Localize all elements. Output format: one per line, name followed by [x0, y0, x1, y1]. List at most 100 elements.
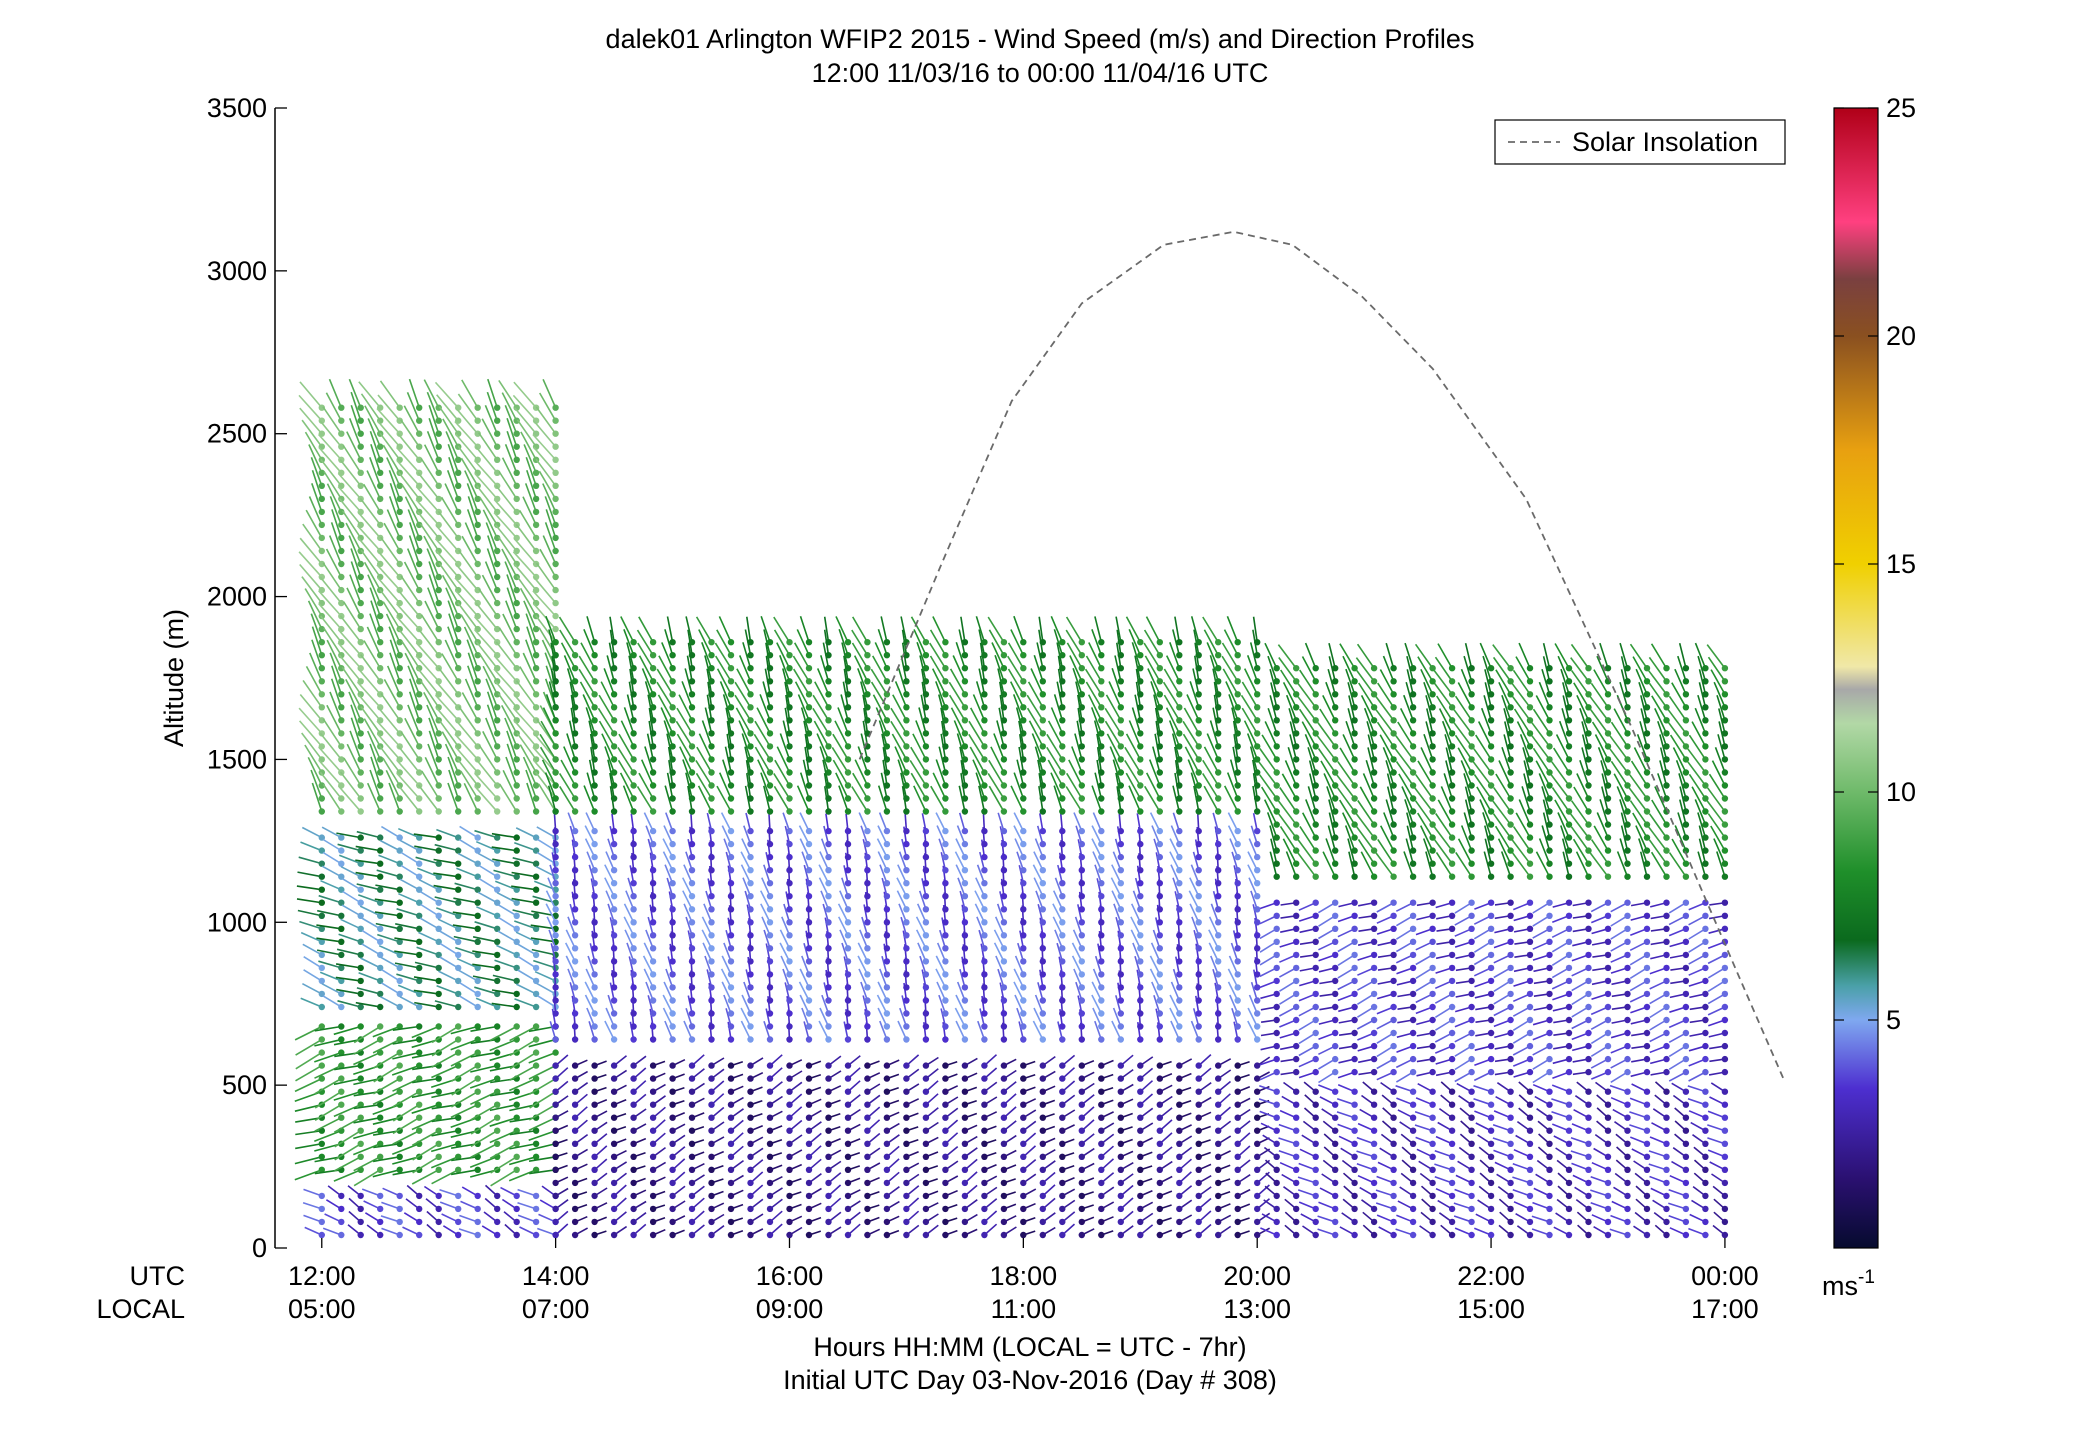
wind-barb-point [1020, 1140, 1027, 1148]
wind-barb-point [1254, 827, 1261, 835]
wind-barb-point [591, 1010, 598, 1017]
wind-barb-point [825, 984, 832, 991]
wind-barb-point [825, 652, 832, 659]
wind-barb-point [1117, 652, 1125, 659]
wind-barb-point [864, 1127, 871, 1134]
wind-barb-stick [426, 431, 440, 461]
wind-barb-point [552, 625, 559, 633]
wind-barb-stick [482, 665, 498, 695]
wind-barb-point [961, 1010, 969, 1017]
wind-barb-stick [454, 882, 478, 891]
wind-barb-point [494, 756, 501, 763]
wind-barb-stick [504, 444, 518, 474]
wind-barb-point [1234, 704, 1241, 711]
wind-barb-stick [337, 642, 362, 669]
wind-barb-point [338, 1205, 345, 1213]
wind-barb-stick [1012, 694, 1025, 721]
wind-barb-point [532, 886, 540, 893]
wind-barb-point [727, 1153, 735, 1161]
wind-barb-stick [509, 1142, 537, 1150]
wind-barb-stick [969, 707, 986, 734]
wind-barb-stick [396, 459, 420, 487]
wind-barb-point [903, 906, 910, 913]
wind-barb-point [338, 573, 345, 581]
wind-barb-stick [392, 1130, 420, 1145]
wind-barb-point [455, 469, 462, 476]
wind-barb-stick [392, 1077, 420, 1092]
wind-barb-point [942, 1101, 949, 1108]
wind-barb-stick [1106, 733, 1122, 760]
wind-barb-point [474, 886, 481, 893]
wind-barb-stick [378, 854, 401, 865]
wind-barb-point [708, 1218, 715, 1226]
wind-barb-stick [501, 548, 518, 578]
wind-barb-point [630, 717, 637, 724]
wind-barb-stick [606, 655, 615, 682]
wind-barb-stick [310, 613, 323, 643]
wind-barb-stick [1169, 838, 1180, 858]
wind-barb-point [1137, 1231, 1144, 1239]
wind-barb-point [513, 769, 520, 776]
wind-barb-point [903, 1036, 910, 1043]
wind-barb-point [318, 912, 325, 919]
wind-barb-stick [1226, 616, 1239, 643]
wind-barb-point [494, 599, 501, 607]
wind-barb-stick [1170, 825, 1180, 845]
wind-barb-point [1156, 730, 1164, 737]
wind-barb-point [377, 847, 384, 854]
wind-barb-stick [604, 746, 615, 773]
wind-barb-stick [1222, 668, 1239, 695]
wind-barb-point [1254, 1114, 1261, 1121]
wind-barb-point [981, 1127, 988, 1134]
wind-barb-point [1176, 1036, 1183, 1043]
wind-barb-point [864, 1140, 871, 1148]
wind-barb-point [1078, 919, 1086, 926]
wind-barb-point [1078, 1101, 1086, 1108]
wind-barb-stick [779, 733, 791, 760]
wind-barb-point [1137, 1205, 1144, 1213]
wind-barb-point [1254, 782, 1261, 789]
wind-barb-point [766, 1075, 774, 1082]
wind-barb-stick [498, 379, 518, 409]
wind-barb-point [883, 1114, 891, 1121]
wind-barb-point [1273, 1192, 1280, 1200]
wind-barb-point [474, 665, 481, 672]
wind-barb-point [610, 1088, 618, 1095]
wind-barb-point [825, 1127, 832, 1134]
wind-barb-point [435, 639, 442, 646]
wind-barb-point [844, 958, 852, 965]
wind-barb-point [1156, 717, 1164, 724]
wind-barb-stick [1153, 994, 1161, 1014]
wind-barb-point [1117, 730, 1125, 737]
wind-barb-point [688, 678, 696, 685]
wind-barb-point [435, 990, 442, 998]
wind-barb-point [513, 873, 520, 880]
wind-barb-point [688, 840, 696, 848]
wind-barb-point [357, 1231, 364, 1239]
wind-barb-point [766, 919, 774, 926]
wind-barb-point [494, 612, 501, 620]
wind-barb-point [532, 938, 540, 945]
wind-barb-point [552, 971, 559, 978]
wind-barb-stick [382, 601, 401, 630]
wind-barb-point [513, 1114, 520, 1121]
wind-barb-point [942, 795, 949, 802]
wind-barb-point [591, 919, 598, 926]
wind-barb-stick [754, 720, 771, 747]
wind-barb-point [864, 756, 871, 763]
wind-barb-point [377, 795, 384, 802]
wind-barb-stick [376, 564, 401, 591]
wind-barb-stick [331, 665, 343, 695]
wind-barb-stick [303, 1214, 323, 1223]
wind-barb-point [844, 1075, 852, 1082]
wind-barb-point [416, 1075, 423, 1082]
wind-barb-point [1176, 665, 1183, 672]
wind-barb-point [903, 652, 910, 659]
wind-barb-stick [1162, 681, 1180, 708]
wind-barb-point [1039, 652, 1047, 659]
wind-barb-point [513, 639, 520, 646]
wind-barb-stick [346, 431, 362, 461]
wind-barb-stick [382, 757, 401, 786]
wind-barb-stick [935, 812, 947, 832]
wind-barb-stick [411, 1090, 439, 1099]
